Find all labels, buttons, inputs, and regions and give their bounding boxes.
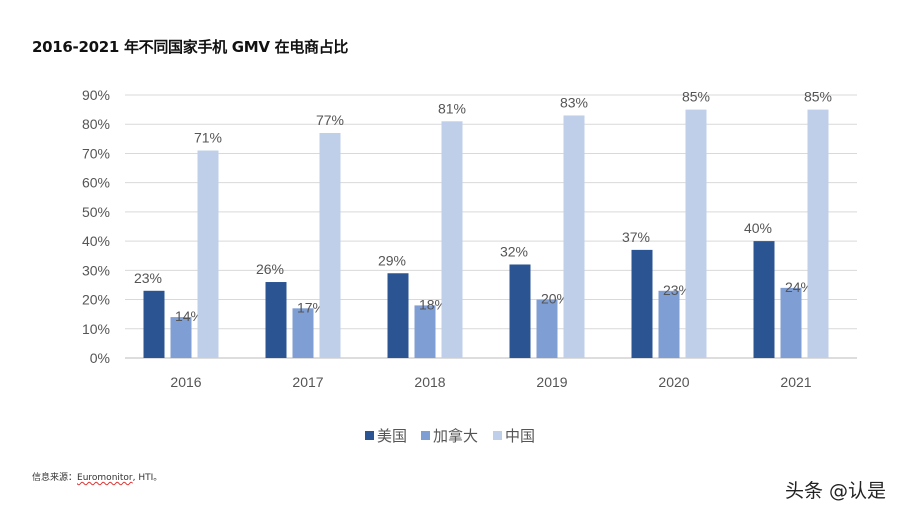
bar bbox=[265, 282, 287, 358]
x-tick-label: 2018 bbox=[414, 374, 445, 390]
legend-swatch bbox=[421, 431, 430, 440]
data-label: 77% bbox=[316, 112, 344, 128]
x-tick-label: 2019 bbox=[536, 374, 567, 390]
y-tick-label: 80% bbox=[82, 116, 110, 132]
y-tick-label: 0% bbox=[90, 350, 110, 366]
data-label: 85% bbox=[682, 89, 710, 105]
data-label: 24% bbox=[785, 279, 813, 295]
data-label: 37% bbox=[622, 229, 650, 245]
source-label: 信息来源： bbox=[32, 473, 78, 483]
data-label: 14% bbox=[175, 308, 203, 324]
bar bbox=[685, 109, 707, 358]
y-tick-label: 60% bbox=[82, 175, 110, 191]
x-tick-label: 2017 bbox=[292, 374, 323, 390]
bar bbox=[441, 121, 463, 358]
bar bbox=[536, 299, 558, 358]
legend-label: 加拿大 bbox=[433, 427, 478, 445]
legend-label: 中国 bbox=[505, 427, 535, 445]
bar bbox=[807, 109, 829, 358]
data-label: 17% bbox=[297, 299, 325, 315]
y-tick-label: 70% bbox=[82, 145, 110, 161]
x-tick-label: 2016 bbox=[170, 374, 201, 390]
x-tick-label: 2020 bbox=[658, 374, 689, 390]
bar bbox=[631, 249, 653, 358]
legend-label: 美国 bbox=[377, 427, 407, 445]
y-tick-label: 20% bbox=[82, 292, 110, 308]
watermark: 头条 @认是 bbox=[785, 480, 887, 502]
x-tick-label: 2021 bbox=[780, 374, 811, 390]
data-label: 23% bbox=[663, 282, 691, 298]
data-label: 83% bbox=[560, 94, 588, 110]
y-tick-label: 30% bbox=[82, 262, 110, 278]
bar bbox=[197, 150, 219, 358]
data-label: 32% bbox=[500, 243, 528, 259]
source-rest: , HTI。 bbox=[132, 473, 163, 483]
data-label: 26% bbox=[256, 261, 284, 277]
legend-swatch bbox=[493, 431, 502, 440]
chart-title: 2016-2021 年不同国家手机 GMV 在电商占比 bbox=[32, 38, 349, 56]
data-label: 23% bbox=[134, 270, 162, 286]
bar bbox=[780, 287, 802, 358]
data-label: 29% bbox=[378, 252, 406, 268]
bar bbox=[292, 308, 314, 358]
bar bbox=[387, 273, 409, 358]
y-tick-label: 10% bbox=[82, 321, 110, 337]
bar bbox=[753, 241, 775, 358]
data-label: 85% bbox=[804, 89, 832, 105]
bar bbox=[319, 132, 341, 358]
y-tick-label: 40% bbox=[82, 233, 110, 249]
bar bbox=[414, 305, 436, 358]
y-tick-label: 50% bbox=[82, 204, 110, 220]
source-name: Euromonitor bbox=[77, 473, 133, 483]
bar bbox=[170, 317, 192, 358]
bar bbox=[563, 115, 585, 358]
data-label: 20% bbox=[541, 291, 569, 307]
source-note: 信息来源：Euromonitor, HTI。 bbox=[32, 470, 162, 483]
legend-swatch bbox=[365, 431, 374, 440]
data-label: 81% bbox=[438, 100, 466, 116]
data-label: 18% bbox=[419, 296, 447, 312]
data-label: 71% bbox=[194, 130, 222, 146]
data-label: 40% bbox=[744, 220, 772, 236]
bar bbox=[143, 290, 165, 358]
y-tick-label: 90% bbox=[82, 87, 110, 103]
bar bbox=[509, 264, 531, 358]
bar bbox=[658, 290, 680, 358]
